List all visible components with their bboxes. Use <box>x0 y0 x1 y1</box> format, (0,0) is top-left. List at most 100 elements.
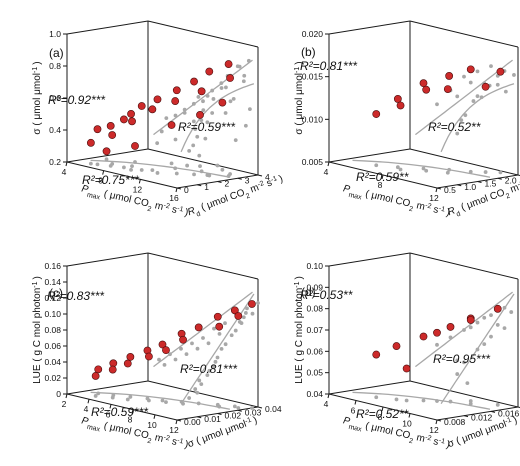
projection-point-xz <box>374 395 379 400</box>
z-tick-label: 0.02 <box>225 411 242 421</box>
projection-point-yz <box>193 387 198 391</box>
data-point <box>466 316 475 324</box>
r2-annotation-xy: R²=0.53** <box>300 288 353 302</box>
data-point <box>179 335 187 344</box>
z-tick-label: 4 <box>265 172 270 182</box>
x-tick-label: 8 <box>128 415 133 425</box>
z-tick-mark <box>477 181 482 183</box>
projection-point-xz <box>395 165 400 170</box>
data-point <box>446 323 455 331</box>
top-left-edge <box>66 252 149 267</box>
projection-point-xy <box>173 357 178 362</box>
panel-c: 2 4 6 8 10 12 0 0.02 0.04 0.06 0.08 0.10 0.12 0.14 0.1… <box>32 252 282 451</box>
z-axis-title: Rd( μmol CO2 m-2 s-1) <box>186 173 285 221</box>
fit-line-xy <box>153 291 253 368</box>
data-point <box>213 312 222 321</box>
x-tick-mark <box>109 404 112 409</box>
back-floor-edge <box>328 380 411 395</box>
projection-point-yz <box>195 134 200 139</box>
projection-point-xz <box>169 161 174 166</box>
y-tick-label: 0.08 <box>44 325 61 335</box>
projection-point-xz <box>150 168 155 173</box>
z-tick-mark <box>237 409 242 412</box>
fit-line-xy <box>415 291 513 368</box>
x-tick-mark <box>131 409 134 414</box>
projection-point-xz <box>122 165 126 170</box>
y-tick-label: 0.10 <box>306 261 323 271</box>
top-left-edge <box>328 20 411 35</box>
projection-point-xy <box>162 363 167 367</box>
projection-point-yz <box>463 113 468 118</box>
z-tick-label: 0.00 <box>184 417 201 427</box>
projection-point-xz <box>421 398 426 403</box>
data-point <box>396 101 405 110</box>
z-tick-label: 0.04 <box>265 404 282 414</box>
projection-point-xz <box>236 406 241 410</box>
projection-point-yz <box>193 127 198 131</box>
data-point <box>433 328 441 337</box>
projection-point-xz <box>468 169 473 174</box>
projection-point-yz <box>205 373 210 378</box>
projection-point-yz <box>211 97 216 101</box>
projection-point-xy <box>468 80 473 85</box>
z-tick-mark <box>436 187 442 190</box>
y-tick-label: 0.04 <box>44 357 61 367</box>
projection-point-yz <box>241 315 246 320</box>
x-tick-mark <box>381 174 384 180</box>
data-point <box>205 67 214 76</box>
projection-point-xz <box>421 166 426 171</box>
projection-point-xy <box>489 64 493 68</box>
projection-point-xz <box>445 170 450 175</box>
projection-point-yz <box>215 355 220 360</box>
projection-point-xz <box>95 162 100 167</box>
y-tick-label: 1.0 <box>49 29 61 39</box>
projection-point-yz <box>495 323 500 327</box>
x-tick-mark <box>65 161 68 167</box>
z-tick-mark <box>176 187 182 190</box>
projection-point-xz <box>250 406 254 410</box>
projection-point-yz <box>215 163 220 168</box>
r2-annotation-yz: R²=0.52** <box>428 120 481 134</box>
projection-point-yz <box>455 131 460 136</box>
projection-point-xz <box>125 397 130 402</box>
z-tick-label: 2.0 <box>505 175 517 185</box>
data-points <box>91 300 256 380</box>
back-floor-edge <box>328 148 411 163</box>
projection-point-xy <box>210 111 215 115</box>
x-tick-mark <box>381 406 384 412</box>
y-tick-label: 0.010 <box>302 114 324 124</box>
y-axis-title: σ ( μmol μmol-1) <box>294 61 306 134</box>
data-point <box>224 60 233 68</box>
data-point <box>248 300 256 308</box>
projection-point-xz <box>228 172 232 176</box>
y-tick-label: 0.2 <box>49 157 61 167</box>
projection-point-xy <box>242 73 247 78</box>
data-point <box>197 87 206 96</box>
x-tick-label: 8 <box>378 412 383 422</box>
y-tick-label: 0.09 <box>306 282 323 292</box>
data-point <box>466 65 475 74</box>
tick-labels: 2 4 6 8 10 12 0 0.02 0.04 0.06 0.08 0.10 0.12 0.14 0.1… <box>44 261 281 435</box>
projection-point-xz <box>164 400 168 405</box>
z-tick-label: 1.0 <box>464 182 476 192</box>
z-tick-mark <box>497 177 502 180</box>
projection-point-xy <box>184 352 189 356</box>
z-tick-label: 0.016 <box>498 408 520 418</box>
projection-point-yz <box>489 334 493 339</box>
projection-point-xz <box>192 172 196 177</box>
r2-annotation-yz: R²=0.95*** <box>433 352 490 366</box>
fit-line-xz <box>352 391 491 410</box>
x-tick-label: 2 <box>62 399 67 409</box>
x-tick-label: 6 <box>106 409 111 419</box>
projection-point-xz <box>394 397 399 402</box>
projection-point-yz <box>185 163 190 168</box>
y-tick-label: 0.6 <box>49 93 61 103</box>
z-tick-label: 1 <box>204 182 209 192</box>
fit-line-xz <box>90 391 231 410</box>
data-point <box>234 312 243 320</box>
projection-point-yz <box>223 111 228 115</box>
projection-point-yz <box>195 390 200 395</box>
projection-point-yz <box>229 333 234 338</box>
projection-point-yz <box>219 86 224 90</box>
